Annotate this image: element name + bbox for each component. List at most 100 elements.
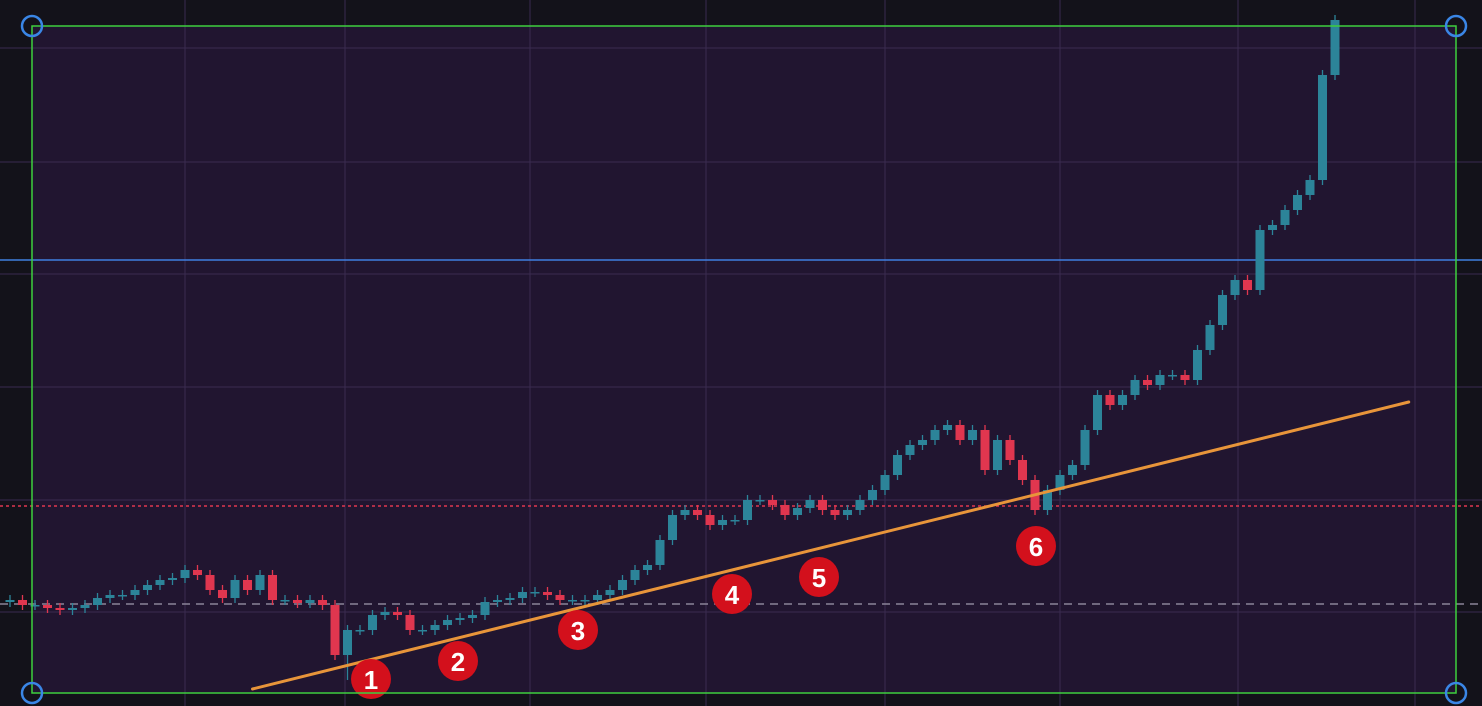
candle-body [618,580,627,590]
candle-body [455,618,465,620]
candle-body [1193,350,1202,380]
marker-badge [799,557,839,597]
marker-label: 4 [725,580,740,610]
candle-body [293,600,302,603]
candle-body [505,598,515,600]
candle-body [1130,380,1140,395]
candle-body [755,500,765,502]
marker-badge [558,610,598,650]
candle-body [980,430,990,470]
marker-badge [438,641,478,681]
candle-body [193,570,202,575]
candle-body [255,575,265,590]
marker-label: 2 [451,647,465,677]
candle-body [355,630,365,632]
candle-body [1243,280,1252,290]
candle-body [280,600,290,602]
marker-label: 6 [1029,532,1043,562]
candle-body [680,510,690,515]
candle-body [55,608,65,610]
candle-body [555,595,565,600]
candle-body [743,500,752,520]
candle-body [605,590,615,595]
handle[interactable] [1444,681,1468,705]
candle-body [393,612,402,615]
candle-body [118,595,127,597]
candle-body [905,445,915,455]
candle-body [793,508,802,515]
candle-body [1093,395,1102,430]
candle-body [1118,395,1127,405]
candle-body [643,565,652,570]
candle-body [80,605,90,608]
candle-body [143,585,152,590]
candle-body [468,615,477,618]
handle[interactable] [1444,14,1468,38]
candle-body [230,580,240,598]
candle-body [268,575,277,600]
candle-body [318,600,327,605]
candle-body [943,425,952,430]
candle-body [880,475,890,490]
candle-body [568,600,577,602]
candle-body [1318,75,1327,180]
marker-badge [712,574,752,614]
candle-body [1068,465,1077,475]
candle-body [30,605,40,607]
candle-body [155,580,165,585]
candle-body [305,600,315,603]
candle-body [218,590,227,598]
candle-body [993,440,1002,470]
candle-body [1230,280,1240,295]
candle-body [1305,180,1315,195]
candle-body [68,608,77,610]
candle-body [718,520,727,525]
candle-body [1268,225,1277,230]
levels [0,259,1482,605]
candle-body [1205,325,1215,350]
marker-label: 3 [571,616,585,646]
candle-body [480,602,490,615]
candle-body [593,595,602,600]
candle-body [18,600,27,605]
candle-body [180,570,190,578]
candle-body [1055,475,1065,490]
candle-body [1143,380,1152,385]
marker-label: 5 [812,563,826,593]
candle-body [668,515,677,540]
candle-body [343,630,352,655]
candle-body [843,510,852,515]
candle-body [893,455,902,475]
overlay: 1 2 3 4 5 6 [251,400,1411,699]
candle-body [868,490,877,500]
candle-body [1043,490,1052,510]
candle-body [693,510,702,515]
candle-body [918,440,927,445]
candle-body [1255,230,1265,290]
handle[interactable] [20,14,44,38]
candle-body [380,612,390,615]
candle-body [1155,375,1165,385]
candle-body [780,505,790,515]
candle-body [243,580,252,590]
candle-body [5,600,15,602]
candle-body [1168,375,1177,377]
handle[interactable] [20,681,44,705]
candle-body [168,578,177,580]
candle-body [955,425,965,440]
candle-body [630,570,640,580]
candle-body [493,600,502,602]
candle-body [1280,210,1290,225]
candle-body [830,510,840,515]
candle-body [1018,460,1027,480]
candle-body [405,615,415,630]
candle-body [655,540,665,565]
candle-body [530,592,540,594]
candle-body [518,592,527,598]
candle-body [93,598,102,605]
candle-body [930,430,940,440]
candle-body [205,575,215,590]
candle-body [1218,295,1227,325]
candle-body [105,595,115,598]
